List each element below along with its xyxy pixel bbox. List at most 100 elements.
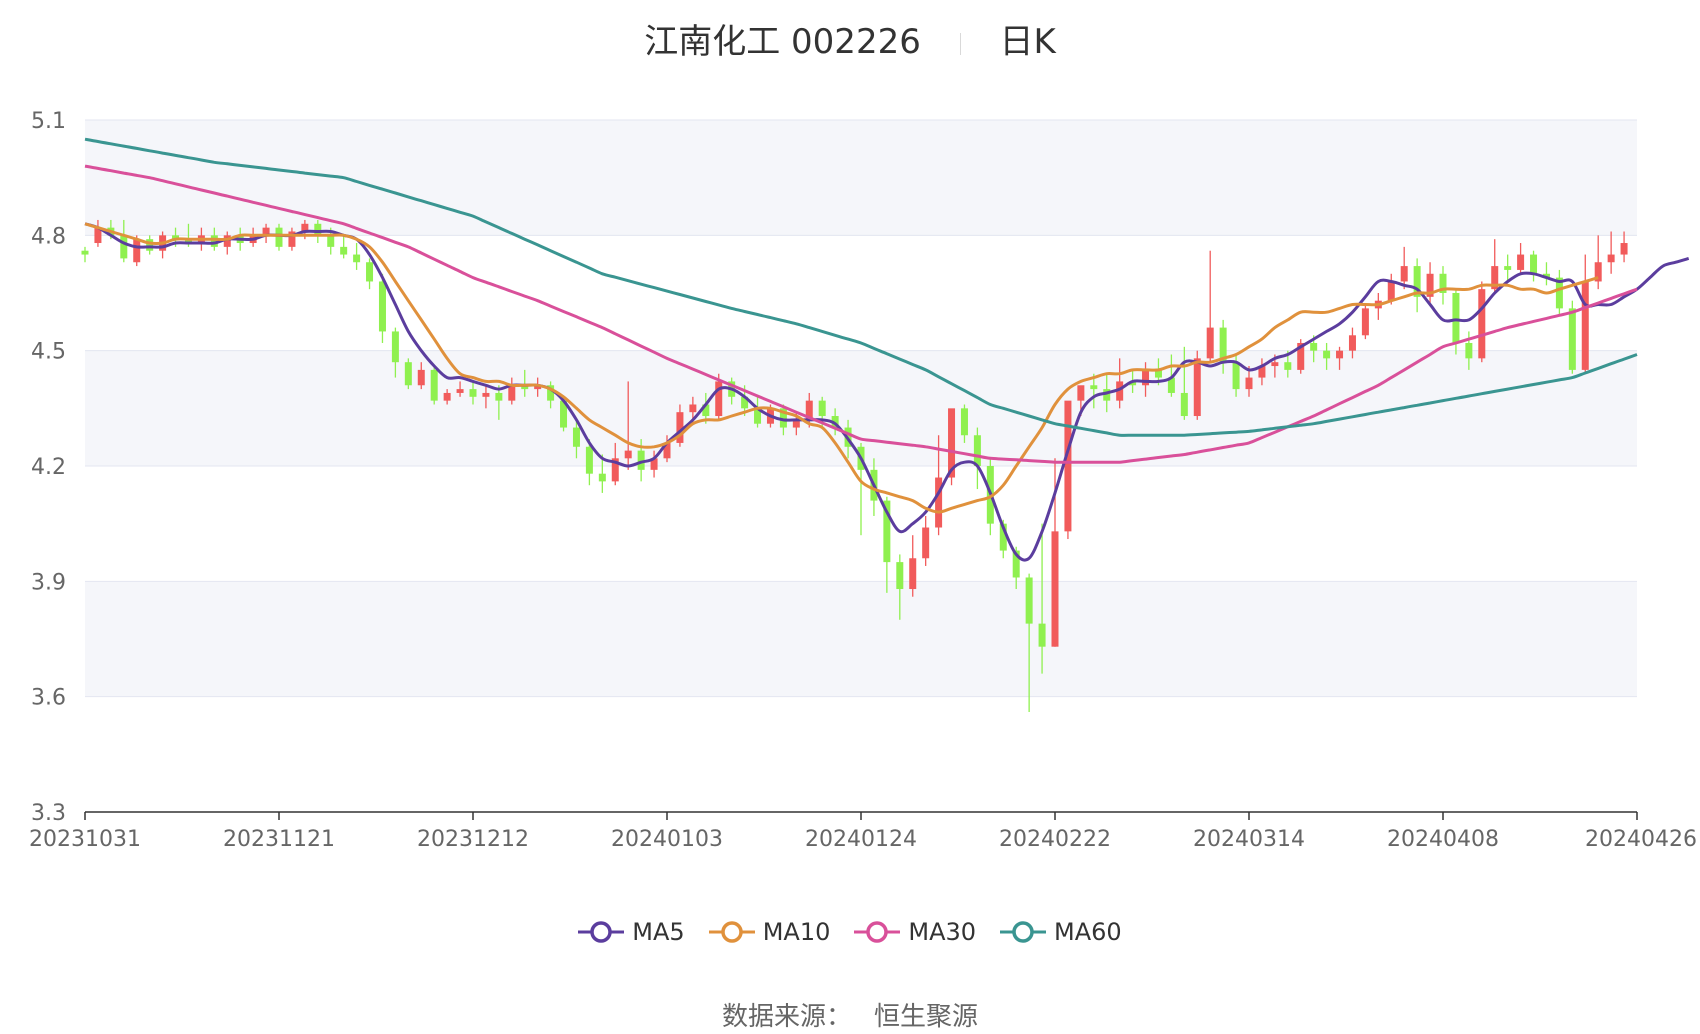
ma30-line xyxy=(84,164,1638,464)
stock-name: 江南化工 xyxy=(644,22,781,62)
candle-body xyxy=(1426,273,1434,297)
candle-body xyxy=(805,400,813,420)
candle-body xyxy=(1452,293,1460,343)
candle-body xyxy=(792,419,800,428)
candle-body xyxy=(404,362,412,386)
candle-body xyxy=(948,408,956,478)
x-tick-label: 20240103 xyxy=(611,827,723,852)
candle-body xyxy=(262,227,270,236)
candle-body xyxy=(1232,362,1240,390)
x-tick-label: 20240314 xyxy=(1193,827,1305,852)
candle-body xyxy=(547,385,555,401)
plot-background xyxy=(85,120,1637,697)
candle-body xyxy=(999,523,1007,551)
candle-body xyxy=(909,558,917,590)
candle-body xyxy=(210,235,218,247)
candle-body xyxy=(1297,342,1305,370)
candle-body xyxy=(624,450,632,459)
candle-body xyxy=(482,392,490,397)
candle-body xyxy=(663,442,671,459)
legend-item-ma60[interactable]: MA60 xyxy=(1000,918,1122,946)
legend-line-circle-icon xyxy=(1000,921,1047,943)
candle-body xyxy=(495,392,503,401)
candle-body xyxy=(896,562,904,590)
candle-body xyxy=(1258,366,1266,378)
candle-body xyxy=(831,416,839,428)
legend-item-ma10[interactable]: MA10 xyxy=(708,918,830,946)
candle-body xyxy=(560,400,568,428)
y-tick-label: 4.8 xyxy=(31,224,66,249)
candle-body xyxy=(391,331,399,363)
candle-body xyxy=(598,473,606,482)
y-gridlines xyxy=(85,119,1637,698)
data-source: 数据来源： 恒生聚源 xyxy=(0,996,1700,1033)
candle-body xyxy=(1103,389,1111,401)
y-tick-label: 3.9 xyxy=(31,570,66,595)
candle-body xyxy=(508,385,516,401)
candle-body xyxy=(1387,281,1395,301)
candle-body xyxy=(340,246,348,255)
y-tick-label: 4.5 xyxy=(31,340,66,365)
candle-body xyxy=(120,235,128,259)
candle-body xyxy=(521,385,529,390)
candle-body xyxy=(1167,377,1175,393)
plot-band xyxy=(85,581,1637,697)
candle-body xyxy=(922,527,930,559)
candle-body xyxy=(1361,308,1369,336)
candle-body xyxy=(1542,273,1550,278)
candle-body xyxy=(534,385,542,390)
candle-body xyxy=(443,392,451,401)
candle-body xyxy=(1129,381,1137,386)
candle-body xyxy=(1206,327,1214,359)
candle-body xyxy=(430,369,438,401)
candle-body xyxy=(1607,254,1615,263)
candle-body xyxy=(960,408,968,436)
candle-body xyxy=(1284,362,1292,370)
candle-body xyxy=(378,281,386,332)
candle-body xyxy=(1090,385,1098,390)
candle-body xyxy=(1555,277,1563,309)
candle-body xyxy=(973,435,981,466)
candle-body xyxy=(456,389,464,393)
candle-body xyxy=(818,400,826,417)
legend-item-ma30[interactable]: MA30 xyxy=(854,918,976,946)
x-axis: 20231031 20231121 20231212 20240103 20240124… xyxy=(29,811,1697,852)
candle-body xyxy=(1439,273,1447,293)
candle-body xyxy=(469,389,477,397)
candle-body xyxy=(1219,327,1227,363)
candle-body xyxy=(754,408,762,424)
x-tick-label: 20240408 xyxy=(1387,827,1499,852)
candle-body xyxy=(1116,381,1124,401)
candle-body xyxy=(146,239,154,251)
title-separator xyxy=(959,32,961,55)
candle-body xyxy=(611,458,619,482)
candle-body xyxy=(1478,289,1486,359)
candle-body xyxy=(1620,243,1628,255)
legend-item-ma5[interactable]: MA5 xyxy=(578,918,685,946)
x-tick-label: 20240222 xyxy=(999,827,1111,852)
candle-body xyxy=(1245,377,1253,390)
candle-body xyxy=(1064,400,1072,532)
candle-body xyxy=(572,427,580,447)
candle-body xyxy=(1465,342,1473,359)
candle-body xyxy=(676,412,684,443)
candlestick-plot: 3.33.63.94.24.54.85.1 20231031 20231121 20… xyxy=(29,109,1697,852)
candle-body xyxy=(417,369,425,386)
candle-body xyxy=(585,446,593,474)
candle-body xyxy=(1594,262,1602,282)
candle-body xyxy=(81,250,89,255)
candle-body xyxy=(1336,350,1344,359)
x-tick-label: 20231212 xyxy=(417,827,529,852)
candle-body xyxy=(94,227,102,244)
candle-body xyxy=(184,239,192,244)
source-label: 数据来源： xyxy=(721,1002,852,1032)
legend-label: MA30 xyxy=(908,918,977,946)
candle-body xyxy=(1491,266,1499,290)
candle-body xyxy=(1142,369,1150,386)
moving-average-lines xyxy=(84,137,1690,562)
candle-body xyxy=(702,404,710,417)
x-tick-label: 20231121 xyxy=(223,827,335,852)
ma10-line xyxy=(84,222,1599,514)
y-tick-label: 3.3 xyxy=(31,801,66,826)
